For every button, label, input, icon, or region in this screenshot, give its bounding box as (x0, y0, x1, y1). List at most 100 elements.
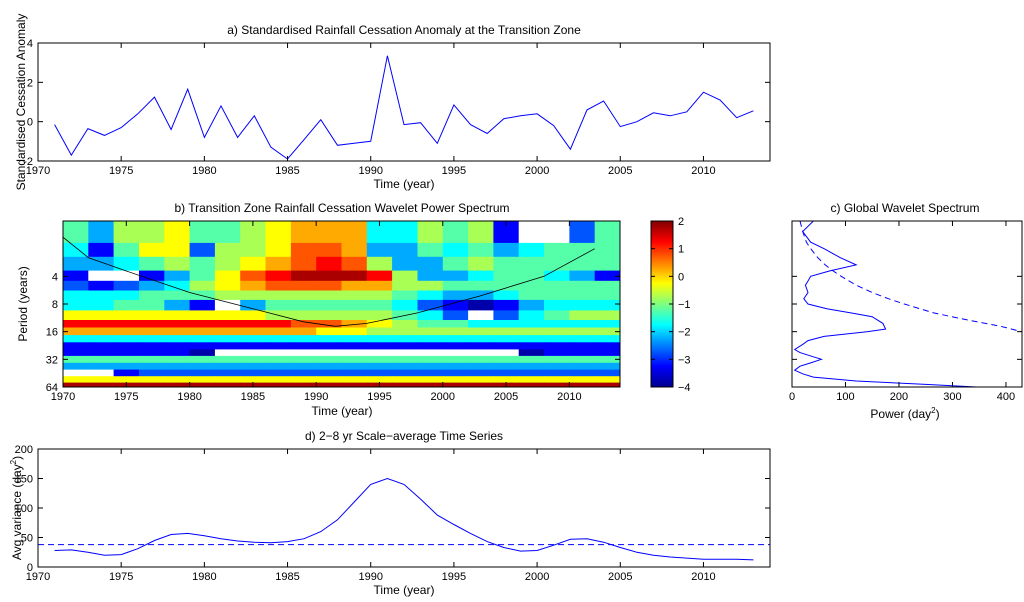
heatmap-cell (392, 221, 418, 244)
heatmap-cell (316, 349, 343, 357)
panel-d-axes-box (37, 448, 771, 568)
heatmap-cell (63, 355, 89, 364)
heatmap-cell (493, 280, 520, 292)
panel-a-xtick-label: 1975 (109, 165, 133, 177)
panel-d-title: d) 2−8 yr Scale−average Time Series (305, 429, 503, 443)
heatmap-cell (316, 242, 343, 258)
heatmap-cell (88, 280, 115, 292)
heatmap-cell (189, 299, 216, 311)
heatmap-cell (493, 290, 520, 301)
heatmap-cell (493, 369, 520, 377)
heatmap-cell (265, 376, 292, 384)
heatmap-cell (366, 270, 393, 282)
heatmap-cell (88, 327, 115, 336)
heatmap-cell (442, 362, 469, 371)
heatmap-cell (569, 355, 596, 364)
heatmap-cell (240, 310, 267, 321)
heatmap-cell (189, 382, 216, 387)
heatmap-cell (493, 256, 520, 272)
heatmap-cell (265, 349, 292, 357)
heatmap-cell (392, 342, 418, 350)
panel-d-ytick-label: 50 (21, 533, 33, 545)
heatmap-cell (316, 221, 343, 244)
heatmap-cell (214, 349, 241, 357)
panel-a-xtick-label: 2005 (608, 165, 632, 177)
heatmap-cell (290, 310, 317, 321)
heatmap-cell (544, 242, 570, 258)
heatmap-cell (417, 327, 444, 336)
heatmap-cell (316, 270, 343, 282)
heatmap-cell (88, 310, 115, 321)
heatmap-cell (113, 355, 140, 364)
heatmap-cell (341, 382, 368, 387)
heatmap-cell (544, 256, 570, 272)
panel-a-ticks: 1970 1975 1980 1985 1990 1995 2000 2005 2010 -2 0 2… (23, 38, 770, 177)
heatmap-cell (164, 270, 191, 282)
heatmap-cell (544, 290, 570, 301)
heatmap-cell (240, 290, 267, 301)
heatmap-cell (240, 369, 267, 377)
heatmap-cell (290, 299, 317, 311)
heatmap-cell (164, 320, 191, 329)
heatmap-cell (468, 376, 494, 384)
heatmap-cell (139, 280, 165, 292)
heatmap-cell (594, 280, 620, 292)
colorbar-tick-label: −3 (678, 354, 691, 366)
heatmap-cell (88, 362, 115, 371)
heatmap-cell (417, 376, 444, 384)
heatmap-cell (417, 342, 444, 350)
heatmap-cell (594, 335, 620, 343)
heatmap-cell (594, 221, 620, 244)
heatmap-cell (594, 355, 620, 364)
heatmap-cell (265, 362, 292, 371)
heatmap-cell (88, 256, 115, 272)
heatmap-cell (214, 290, 241, 301)
heatmap-cell (214, 369, 241, 377)
heatmap-cell (88, 349, 115, 357)
colorbar-tick-label: −4 (678, 382, 691, 394)
heatmap-cell (493, 335, 520, 343)
heatmap-cell (544, 320, 570, 329)
panel-b-xlabel: Time (year) (312, 404, 373, 418)
panel-c-title: c) Global Wavelet Spectrum (831, 201, 980, 215)
heatmap-cell (544, 355, 570, 364)
heatmap-cell (569, 320, 596, 329)
heatmap-cell (139, 342, 165, 350)
heatmap-cell (316, 369, 343, 377)
panel-a-ytick-label: 0 (27, 117, 33, 129)
heatmap-cell (341, 342, 368, 350)
heatmap-cell (544, 376, 570, 384)
heatmap-cell (594, 349, 620, 357)
heatmap-cell (493, 342, 520, 350)
heatmap-cell (164, 355, 191, 364)
heatmap-cell (544, 369, 570, 377)
heatmap-cell (189, 280, 216, 292)
heatmap-cell (113, 327, 140, 336)
panel-d-xtick-label: 1995 (442, 571, 466, 583)
heatmap-cell (290, 256, 317, 272)
heatmap-cell (442, 376, 469, 384)
heatmap-cell (468, 242, 494, 258)
heatmap-cell (113, 256, 140, 272)
heatmap-cell (265, 382, 292, 387)
panel-d-ytick-label: 200 (15, 444, 33, 456)
heatmap-cell (164, 362, 191, 371)
heatmap-cell (139, 256, 165, 272)
heatmap-cell (518, 270, 545, 282)
heatmap-cell (544, 349, 570, 357)
heatmap-cell (88, 270, 115, 282)
heatmap-cell (164, 327, 191, 336)
heatmap-cell (240, 270, 267, 282)
panel-b-cone-of-influence (63, 236, 595, 327)
heatmap-cell (113, 320, 140, 329)
heatmap-cell (493, 349, 520, 357)
heatmap-cell (290, 376, 317, 384)
heatmap-cell (240, 362, 267, 371)
heatmap-cell (113, 280, 140, 292)
heatmap-cell (88, 290, 115, 301)
heatmap-cell (240, 342, 267, 350)
heatmap-cell (594, 270, 620, 282)
heatmap-cell (290, 349, 317, 357)
heatmap-cell (442, 270, 469, 282)
